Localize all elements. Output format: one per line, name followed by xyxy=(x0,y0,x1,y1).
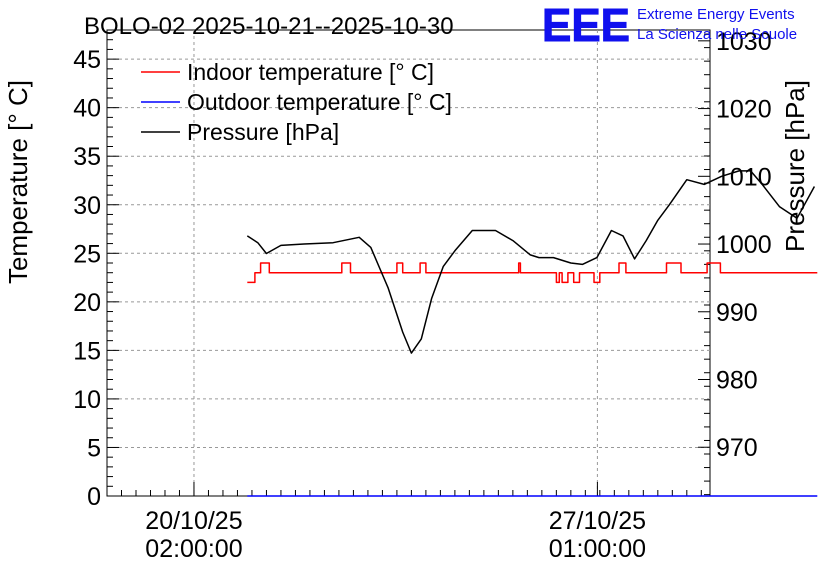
grid xyxy=(107,30,710,496)
chart-title: BOLO-02 2025-10-21--2025-10-30 xyxy=(84,13,454,40)
eee-logo-line2: La Scienza nelle Scuole xyxy=(637,26,797,43)
y2-tick-label: 990 xyxy=(716,299,758,327)
series-line-pressure xyxy=(246,170,816,354)
y-tick-label: 15 xyxy=(73,337,101,365)
y-tick-label: 10 xyxy=(73,386,101,414)
series-layer xyxy=(246,170,818,497)
legend-label-indoor: Indoor temperature [° C] xyxy=(187,59,434,85)
right-axis: 970 980 990 1000 1010 1020 1030 xyxy=(698,28,772,496)
y2-axis-label: Pressure [hPa] xyxy=(780,80,810,252)
y2-tick-label: 1010 xyxy=(716,163,772,191)
y-tick-label: 30 xyxy=(73,192,101,220)
left-axis: 0 5 10 15 20 25 30 35 40 45 xyxy=(73,39,119,511)
y2-tick-label: 1020 xyxy=(716,96,772,124)
x-tick-label-time: 01:00:00 xyxy=(549,535,646,563)
y-tick-label: 5 xyxy=(87,434,101,462)
y2-tick-label: 970 xyxy=(716,434,758,462)
eee-logo-line1: Extreme Energy Events xyxy=(637,6,795,23)
legend-label-pressure: Pressure [hPa] xyxy=(187,119,339,145)
legend-label-outdoor: Outdoor temperature [° C] xyxy=(187,89,452,115)
y-tick-label: 40 xyxy=(73,95,101,123)
x-tick-label-time: 02:00:00 xyxy=(145,535,242,563)
y-axis-label: Temperature [° C] xyxy=(3,80,33,284)
y2-tick-label: 1030 xyxy=(716,28,772,56)
eee-logo-mark: EEE xyxy=(542,0,630,51)
y-tick-label: 45 xyxy=(73,46,101,74)
series-line-indoor xyxy=(247,262,818,284)
x-tick-label-date: 20/10/25 xyxy=(145,507,242,535)
eee-logo: EEE Extreme Energy Events La Scienza nel… xyxy=(542,0,798,52)
y2-tick-label: 980 xyxy=(716,367,758,395)
legend: Indoor temperature [° C] Outdoor tempera… xyxy=(141,59,452,145)
y-tick-label: 20 xyxy=(73,289,101,317)
y-tick-label: 0 xyxy=(87,483,101,511)
y2-tick-label: 1000 xyxy=(716,231,772,259)
x-tick-label-date: 27/10/25 xyxy=(549,507,646,535)
y-tick-label: 35 xyxy=(73,143,101,171)
y-tick-label: 25 xyxy=(73,240,101,268)
